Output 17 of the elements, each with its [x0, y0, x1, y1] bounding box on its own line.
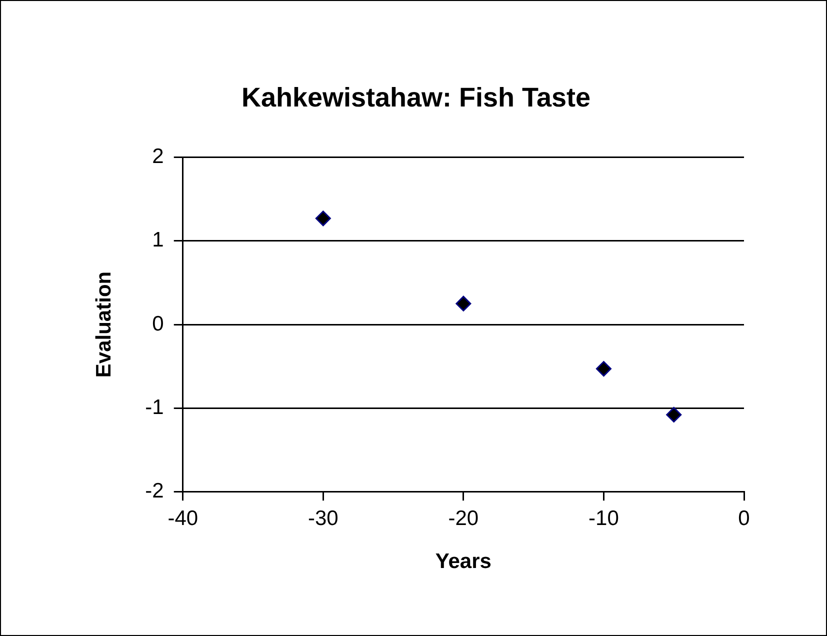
point: [596, 361, 612, 377]
point: [456, 296, 472, 312]
x-tick-label: -40: [168, 506, 198, 530]
x-tick-label: -30: [308, 506, 338, 530]
y-tick-label: 0: [152, 312, 164, 336]
x-tick-label: -20: [448, 506, 479, 530]
y-tick-label: 2: [152, 145, 164, 168]
y-tick-label: -2: [145, 479, 164, 502]
point: [666, 406, 682, 422]
point: [315, 210, 331, 226]
x-tick-label: 0: [738, 506, 750, 530]
chart-title: Kahkewistahaw: Fish Taste: [241, 82, 591, 113]
y-axis-title: Evaluation: [92, 271, 116, 378]
x-tick-label: -10: [588, 506, 619, 530]
x-axis-title: Years: [435, 550, 492, 574]
y-tick-label: -1: [145, 396, 164, 419]
y-tick-label: 1: [152, 228, 164, 252]
